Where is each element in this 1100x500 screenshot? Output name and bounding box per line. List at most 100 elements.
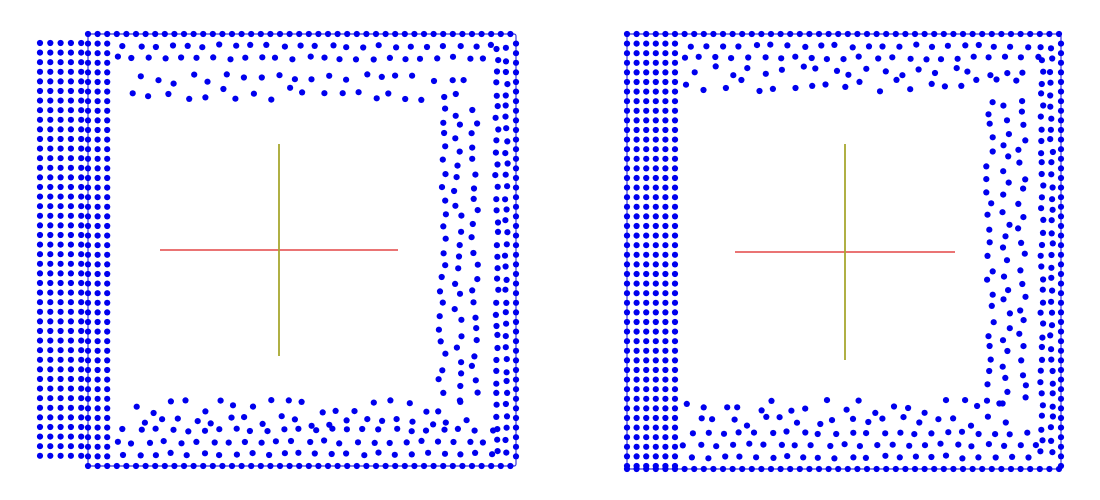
mesh-point (209, 462, 216, 470)
mesh-point (451, 306, 458, 313)
mesh-point (502, 113, 509, 120)
mesh-point (1000, 296, 1007, 303)
mesh-point (512, 443, 520, 450)
mesh-point (160, 438, 167, 445)
mesh-point (709, 416, 716, 423)
mesh-point (470, 299, 477, 306)
mesh-point (989, 268, 996, 275)
mesh-point (359, 425, 366, 433)
mesh-point (623, 242, 631, 249)
mesh-point (1005, 131, 1013, 138)
mesh-point (671, 69, 679, 76)
mesh-point (710, 30, 717, 38)
mesh-point (512, 69, 520, 76)
mesh-point (652, 366, 659, 374)
mesh-point (352, 56, 360, 63)
mesh-point (504, 183, 511, 190)
mesh-point (281, 426, 288, 433)
mesh-point (652, 136, 659, 143)
mesh-point (623, 98, 631, 105)
mesh-point (662, 59, 669, 66)
mesh-point (47, 135, 54, 143)
mesh-point (892, 465, 899, 473)
mesh-point (954, 55, 961, 62)
mesh-point (512, 165, 520, 172)
mesh-point (623, 270, 631, 278)
mesh-point (879, 415, 886, 422)
mesh-point (652, 222, 659, 230)
mesh-point (57, 356, 64, 363)
mesh-point (1040, 102, 1047, 109)
mesh-point (1046, 69, 1054, 76)
mesh-point (276, 462, 284, 470)
mesh-point (1017, 465, 1024, 473)
mesh-point (944, 42, 952, 49)
mesh-point (730, 441, 737, 448)
mesh-point (800, 454, 807, 461)
mesh-point (1049, 55, 1056, 62)
mesh-point (831, 455, 838, 462)
mesh-point (104, 251, 111, 258)
mesh-point (469, 144, 476, 151)
mesh-point (375, 42, 382, 49)
mesh-point (439, 156, 446, 163)
mesh-point (695, 53, 702, 60)
mesh-point (47, 97, 54, 104)
mesh-point (437, 338, 444, 345)
mesh-point (129, 90, 136, 97)
mesh-point (633, 376, 640, 383)
mesh-point (104, 88, 111, 95)
mesh-point (1057, 290, 1065, 297)
mesh-point (67, 87, 74, 95)
mesh-point (47, 212, 54, 219)
mesh-point (913, 41, 920, 48)
mesh-point (652, 309, 659, 316)
mesh-point (36, 107, 44, 114)
mesh-point (502, 171, 509, 178)
mesh-point (942, 397, 950, 404)
mesh-point (67, 135, 74, 143)
mesh-point (662, 414, 669, 422)
mesh-point (439, 367, 446, 374)
mesh-point (502, 436, 509, 444)
mesh-point (1047, 92, 1054, 99)
mesh-point (494, 436, 501, 443)
mesh-point (422, 427, 430, 434)
mesh-point (291, 416, 298, 423)
mesh-point (57, 155, 64, 162)
mesh-point (78, 347, 85, 354)
mesh-point (683, 400, 690, 407)
mesh-point (84, 50, 92, 57)
mesh-point (36, 375, 44, 383)
mesh-point (57, 279, 64, 287)
mesh-point (47, 241, 54, 248)
mesh-point (767, 41, 774, 48)
mesh-point (495, 286, 502, 293)
mesh-point (623, 146, 631, 153)
mesh-point (78, 107, 85, 114)
mesh-point (493, 242, 500, 249)
mesh-point (986, 120, 993, 127)
mesh-point (299, 89, 306, 96)
mesh-point (1038, 241, 1046, 249)
mesh-point (364, 416, 371, 423)
mesh-point (652, 414, 659, 422)
mesh-point (623, 69, 631, 76)
mesh-point (493, 79, 500, 86)
mesh-point (47, 395, 54, 402)
mesh-point (623, 328, 631, 335)
mesh-point (36, 222, 44, 229)
mesh-point (643, 299, 650, 306)
mesh-point (490, 427, 497, 434)
mesh-point (84, 78, 92, 86)
mesh-point (1025, 454, 1032, 461)
mesh-point (344, 30, 351, 38)
mesh-point (469, 155, 476, 162)
mesh-point (47, 270, 54, 277)
mesh-point (1037, 448, 1044, 455)
mesh-point (1057, 443, 1065, 450)
mesh-point (856, 78, 863, 85)
mesh-point (633, 155, 640, 162)
